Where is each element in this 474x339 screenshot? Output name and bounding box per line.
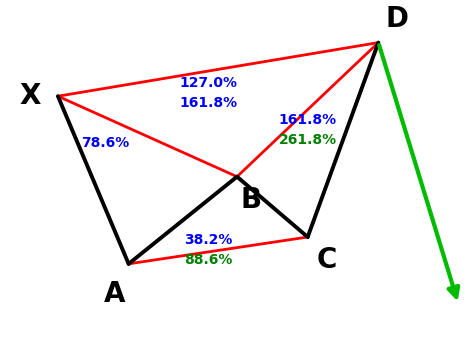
Text: A: A [104, 280, 125, 308]
Text: B: B [241, 186, 262, 214]
Text: 38.2%: 38.2% [184, 233, 233, 247]
Text: 127.0%: 127.0% [180, 76, 238, 90]
Text: 261.8%: 261.8% [279, 133, 337, 147]
Text: 161.8%: 161.8% [279, 113, 337, 127]
Text: X: X [19, 82, 40, 110]
Text: 78.6%: 78.6% [81, 136, 129, 150]
Text: 88.6%: 88.6% [184, 254, 233, 267]
Text: C: C [316, 246, 337, 275]
Text: D: D [386, 5, 409, 33]
Text: 161.8%: 161.8% [180, 96, 238, 110]
